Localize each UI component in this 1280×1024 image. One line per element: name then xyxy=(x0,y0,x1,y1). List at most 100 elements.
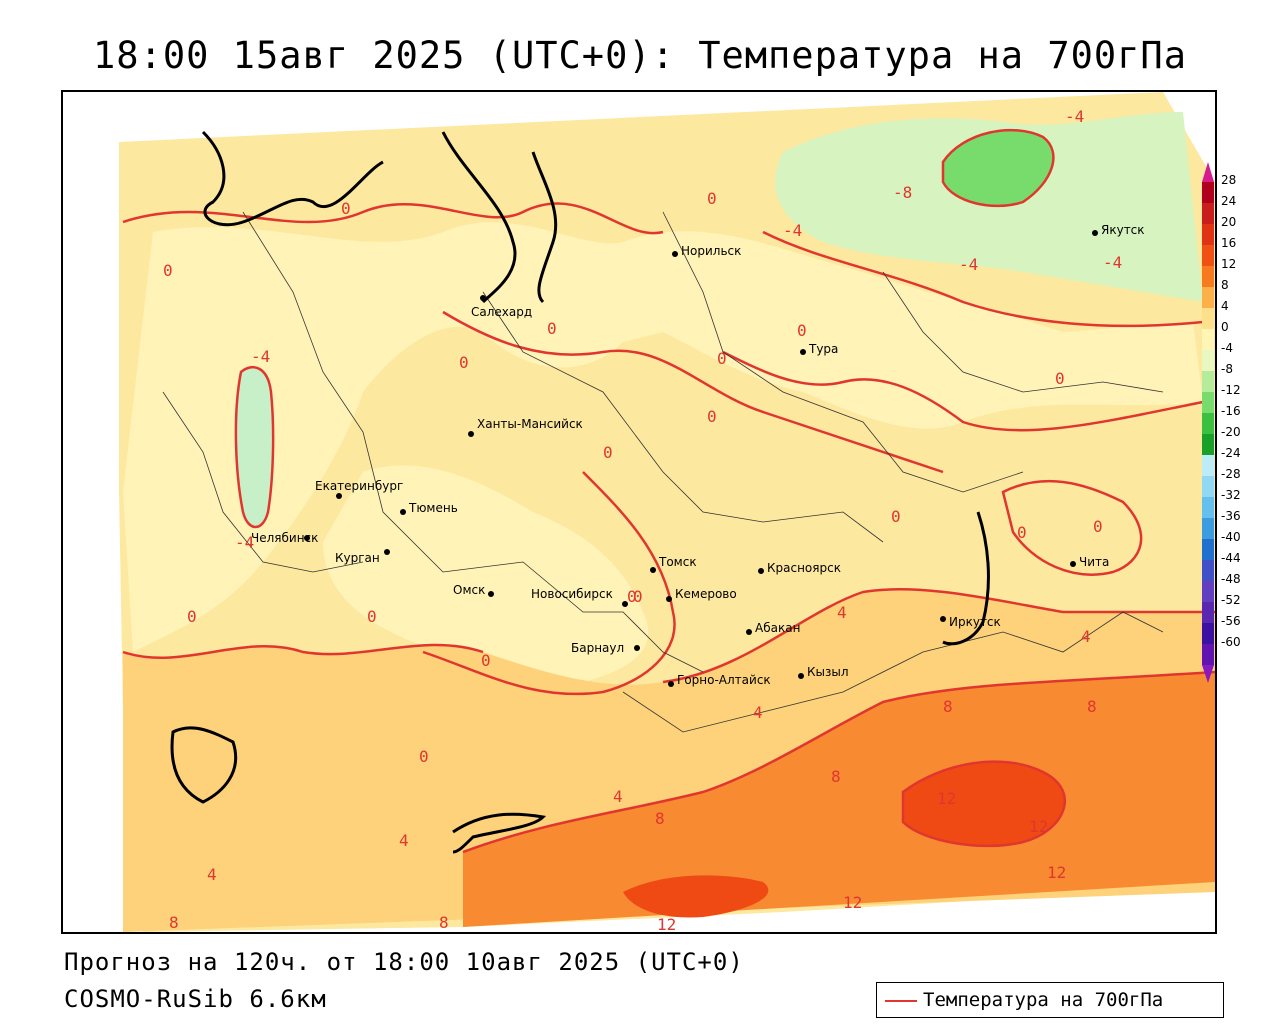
color-scale-bar xyxy=(1202,162,1214,683)
colorbar-tick-label: -20 xyxy=(1221,425,1241,439)
contour-label: 8 xyxy=(1087,697,1097,716)
contour-label: 0 xyxy=(459,353,469,372)
colorbar-swatch xyxy=(1202,392,1214,414)
colorbar-swatch xyxy=(1202,476,1214,498)
contour-label: 8 xyxy=(943,697,953,716)
colorbar-swatch xyxy=(1202,329,1214,351)
city-label: Горно-Алтайск xyxy=(677,673,771,687)
city-dot xyxy=(480,295,486,301)
contour-label: 0 xyxy=(797,321,807,340)
colorbar-tick-label: 16 xyxy=(1221,236,1237,250)
colorbar-tick-label: 12 xyxy=(1221,257,1237,271)
colorbar-tick-label: -12 xyxy=(1221,383,1241,397)
city-dot xyxy=(666,596,672,602)
model-info: COSMO-RuSib 6.6км xyxy=(64,985,327,1013)
colorbar-tick-label: 8 xyxy=(1221,278,1229,292)
city-label: Екатеринбург xyxy=(315,479,403,493)
contour-label: 0 xyxy=(187,607,197,626)
city-dot xyxy=(672,251,678,257)
city-label: Кызыл xyxy=(807,665,849,679)
contour-label: 12 xyxy=(1047,863,1066,882)
colorbar-tick-label: -16 xyxy=(1221,404,1241,418)
contour-label: 0 xyxy=(163,261,173,280)
colorbar-arrow-bottom xyxy=(1202,665,1214,683)
contour-label: 4 xyxy=(1081,627,1091,646)
temperature-contours xyxy=(122,128,1215,854)
contour-label: 12 xyxy=(843,893,862,912)
colorbar-tick-label: -44 xyxy=(1221,551,1241,565)
colorbar-tick-label: -48 xyxy=(1221,572,1241,586)
colorbar-tick-label: -24 xyxy=(1221,446,1241,460)
colorbar-swatch xyxy=(1202,497,1214,519)
colorbar-tick-label: -32 xyxy=(1221,488,1241,502)
contour-label: 4 xyxy=(613,787,623,806)
forecast-info: Прогноз на 120ч. от 18:00 10авг 2025 (UT… xyxy=(64,948,744,976)
city-dot xyxy=(304,535,310,541)
city-dot xyxy=(1070,561,1076,567)
city-dot xyxy=(622,601,628,607)
colorbar-arrow-top xyxy=(1202,162,1214,182)
contour-label: 4 xyxy=(207,865,217,884)
colorbar-swatch xyxy=(1202,350,1214,372)
contour-label: 0 xyxy=(547,319,557,338)
colorbar-tick-label: -28 xyxy=(1221,467,1241,481)
contour-label: 8 xyxy=(831,767,841,786)
city-dot xyxy=(758,568,764,574)
colorbar-tick-label: -36 xyxy=(1221,509,1241,523)
map-legend: Температура на 700гПа xyxy=(876,982,1224,1018)
city-label: Красноярск xyxy=(767,561,841,575)
contour-label: 0 xyxy=(419,747,429,766)
colorbar-tick-label: 20 xyxy=(1221,215,1237,229)
colorbar-tick-label: 28 xyxy=(1221,173,1237,187)
cold-zone-minus8 xyxy=(943,130,1054,206)
city-dot xyxy=(336,493,342,499)
contour-label: 12 xyxy=(937,789,956,808)
city-label: Иркутск xyxy=(949,615,1001,629)
city-dot xyxy=(1092,230,1098,236)
legend-line-swatch xyxy=(885,1000,917,1002)
contour-label: -4 xyxy=(251,347,270,366)
colorbar-swatch xyxy=(1202,245,1214,267)
city-dot xyxy=(634,645,640,651)
colorbar-swatch xyxy=(1202,413,1214,435)
contour-label: 4 xyxy=(399,831,409,850)
city-label: Норильск xyxy=(681,244,741,258)
city-label: Абакан xyxy=(755,621,800,635)
contour-label: 0 xyxy=(1093,517,1103,536)
contour-label: -4 xyxy=(1103,253,1122,272)
city-dot xyxy=(384,549,390,555)
coastlines xyxy=(170,130,990,854)
city-label: Якутск xyxy=(1101,223,1145,237)
city-label: Томск xyxy=(658,555,697,569)
city-label: Кемерово xyxy=(675,587,737,601)
map-canvas: 0 0 0 0 0 0 0 0 0 0 0 0 0 0 0 0 0 0 0 -4… xyxy=(63,92,1215,932)
city-label: Чита xyxy=(1079,555,1109,569)
colorbar-swatch xyxy=(1202,203,1214,225)
colorbar-swatch xyxy=(1202,623,1214,645)
cold-zone-west xyxy=(235,367,274,527)
contour-label: 0 xyxy=(1055,369,1065,388)
city-label: Тура xyxy=(808,342,838,356)
colorbar-swatch xyxy=(1202,182,1214,204)
city-dot xyxy=(940,616,946,622)
colorbar-swatch xyxy=(1202,539,1214,561)
colorbar-swatch xyxy=(1202,287,1214,309)
contour-label-group: 0 0 0 0 0 0 0 0 0 0 0 0 0 0 0 0 0 0 0 -4… xyxy=(163,107,1122,932)
map-title: 18:00 15авг 2025 (UTC+0): Температура на… xyxy=(93,34,1187,77)
colorbar-tick-label: -4 xyxy=(1221,341,1233,355)
city-dot xyxy=(468,431,474,437)
cold-zone-northeast xyxy=(775,112,1203,302)
contour-label: -4 xyxy=(1065,107,1084,126)
city-label: Челябинск xyxy=(251,531,318,545)
colorbar-swatch xyxy=(1202,644,1214,666)
city-dot xyxy=(798,673,804,679)
contour-label: 0 xyxy=(341,199,351,218)
contour-label: -8 xyxy=(893,183,912,202)
contour-label: -4 xyxy=(959,255,978,274)
colorbar-tick-label: -52 xyxy=(1221,593,1241,607)
temperature-map: 0 0 0 0 0 0 0 0 0 0 0 0 0 0 0 0 0 0 0 -4… xyxy=(61,90,1217,934)
colorbar-swatch xyxy=(1202,371,1214,393)
colorbar-tick-label: 4 xyxy=(1221,299,1229,313)
city-dot xyxy=(746,629,752,635)
hot-zone-12b xyxy=(623,875,769,918)
